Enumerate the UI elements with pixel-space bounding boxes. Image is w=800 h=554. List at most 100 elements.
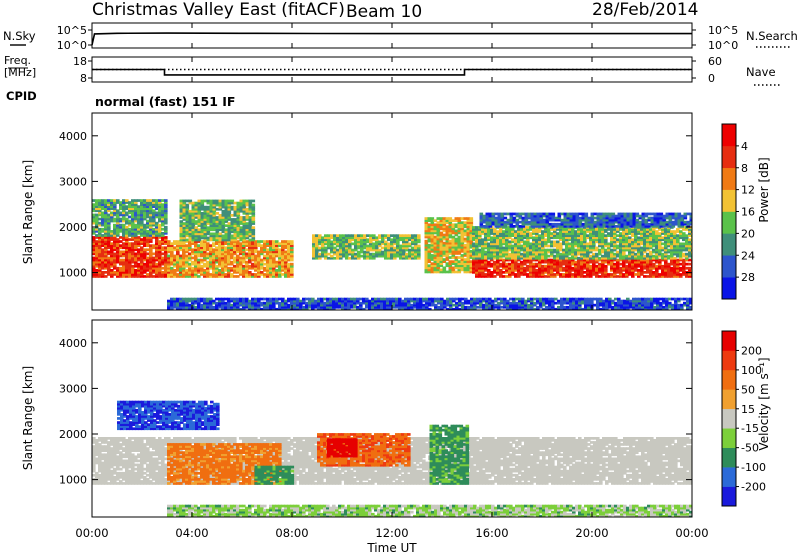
data-cell	[601, 254, 605, 258]
data-cell	[521, 220, 526, 224]
data-cell	[538, 275, 542, 278]
data-cell	[218, 303, 222, 307]
data-cell	[526, 260, 530, 264]
data-cell	[236, 246, 240, 250]
data-cell	[481, 244, 485, 248]
data-cell	[104, 252, 108, 256]
data-cell	[670, 266, 674, 270]
data-cell	[402, 246, 406, 250]
data-cell	[673, 266, 677, 270]
data-cell	[119, 258, 123, 262]
data-cell	[236, 301, 240, 305]
data-cell	[131, 264, 135, 268]
data-cell	[479, 218, 484, 222]
data-cell	[602, 220, 607, 224]
data-cell	[535, 273, 539, 276]
data-cell	[667, 240, 671, 244]
data-cell	[604, 240, 608, 244]
data-cell	[167, 260, 171, 264]
data-cell	[628, 244, 632, 248]
data-cell	[239, 303, 243, 307]
data-cell	[631, 228, 635, 231]
data-cell	[248, 299, 252, 303]
data-cell	[116, 221, 120, 225]
data-cell	[658, 228, 662, 231]
data-cell	[658, 275, 662, 278]
data-cell	[661, 236, 665, 240]
data-cell	[655, 254, 659, 258]
data-cell	[233, 222, 238, 225]
data-cell	[484, 266, 488, 270]
data-cell	[644, 225, 649, 228]
data-cell	[140, 219, 144, 223]
data-cell	[680, 222, 685, 226]
data-cell	[634, 248, 638, 252]
data-cell	[487, 260, 491, 264]
data-cell	[556, 244, 560, 248]
data-cell	[239, 252, 243, 256]
data-cell	[221, 301, 225, 305]
data-cell	[445, 243, 450, 247]
data-cell	[442, 270, 447, 274]
data-cell	[538, 258, 542, 262]
data-cell	[433, 227, 438, 231]
data-cell	[586, 266, 590, 270]
data-cell	[351, 236, 355, 240]
data-cell	[439, 217, 444, 220]
data-cell	[387, 252, 391, 256]
data-cell	[592, 240, 596, 244]
data-cell	[224, 238, 229, 242]
data-cell	[547, 232, 551, 235]
data-cell	[275, 240, 279, 243]
data-cell	[104, 219, 108, 223]
data-cell	[101, 254, 105, 258]
data-cell	[173, 299, 177, 303]
data-cell	[393, 254, 397, 258]
data-cell	[658, 262, 662, 266]
data-cell	[188, 238, 193, 242]
freq-tick-label: 8	[80, 72, 87, 85]
data-cell	[677, 216, 682, 220]
data-cell	[158, 223, 162, 227]
data-cell	[644, 212, 649, 216]
data-cell	[553, 275, 557, 278]
data-cell	[562, 275, 566, 278]
data-cell	[676, 246, 680, 250]
data-cell	[592, 254, 596, 258]
data-cell	[149, 264, 153, 268]
data-cell	[224, 256, 228, 260]
data-cell	[535, 242, 539, 246]
data-cell	[577, 244, 581, 248]
data-cell	[164, 227, 168, 231]
data-cell	[230, 307, 234, 310]
data-cell	[206, 222, 211, 225]
data-cell	[98, 232, 102, 235]
data-cell	[575, 220, 580, 224]
data-cell	[233, 212, 238, 215]
data-cell	[242, 209, 247, 213]
data-cell	[185, 307, 189, 310]
data-cell	[290, 271, 294, 274]
data-cell	[417, 240, 421, 244]
data-cell	[140, 217, 144, 221]
data-cell	[215, 203, 220, 207]
data-cell	[194, 252, 198, 256]
data-cell	[167, 262, 171, 266]
data-cell	[134, 223, 138, 227]
data-cell	[372, 252, 376, 256]
data-cell	[478, 258, 482, 262]
data-cell	[143, 252, 147, 256]
data-cell	[176, 256, 180, 260]
data-cell	[155, 215, 159, 219]
data-cell	[563, 225, 568, 228]
data-cell	[628, 273, 632, 276]
data-cell	[215, 250, 219, 254]
data-cell	[167, 305, 171, 309]
data-cell	[451, 229, 456, 233]
data-cell	[424, 250, 429, 253]
data-cell	[635, 214, 640, 218]
data-cell	[529, 264, 533, 268]
data-cell	[101, 244, 105, 247]
data-cell	[568, 256, 572, 260]
data-cell	[566, 216, 571, 220]
